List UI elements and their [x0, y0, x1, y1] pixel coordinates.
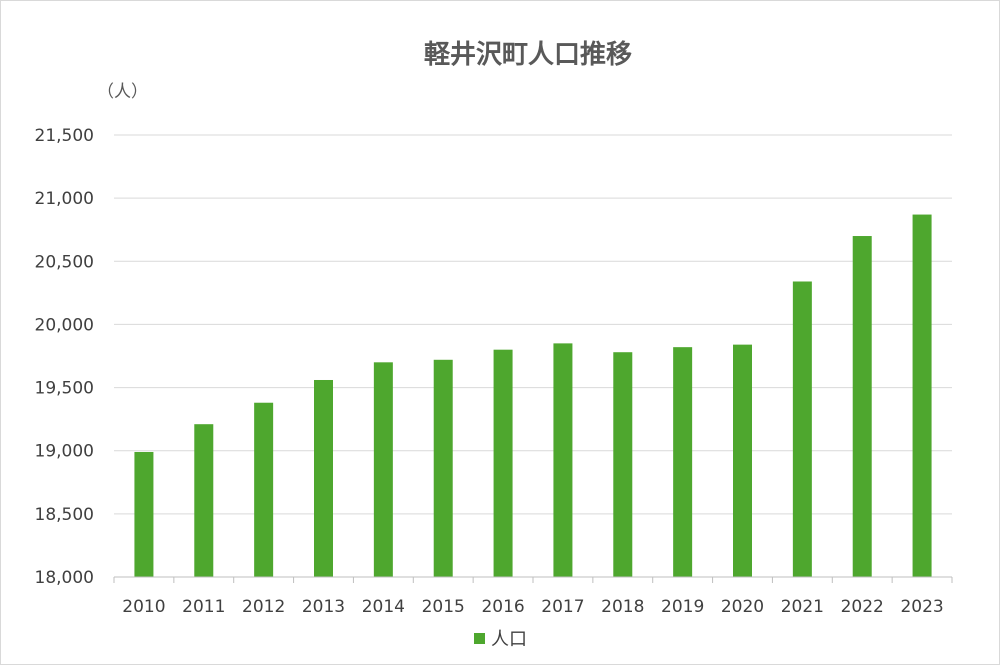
axes — [113, 576, 953, 583]
x-tick-label: 2012 — [242, 597, 285, 617]
bar-2023 — [912, 214, 932, 577]
x-tick-label: 2023 — [900, 597, 943, 617]
y-tick-label: 21,000 — [35, 189, 94, 209]
bars — [134, 214, 932, 577]
x-tick-label: 2015 — [422, 597, 465, 617]
x-axis-ticks: 2010 2011 2012 2013 2014 2015 2016 2017 2018 2019… — [122, 597, 943, 617]
y-tick-label: 18,000 — [35, 568, 94, 588]
x-tick-label: 2010 — [122, 597, 165, 617]
bar-2010 — [134, 451, 154, 577]
x-tick-label: 2014 — [362, 597, 405, 617]
x-tick-label: 2013 — [302, 597, 345, 617]
x-tick-label: 2018 — [601, 597, 644, 617]
bar-2018 — [613, 352, 633, 577]
bar-2021 — [792, 281, 812, 577]
legend-label: 人口 — [491, 629, 527, 650]
x-tick-label: 2019 — [661, 597, 704, 617]
y-tick-label: 18,500 — [35, 505, 94, 525]
y-tick-label: 19,000 — [35, 442, 94, 462]
y-axis-ticks: 18,000 18,500 19,000 19,500 20,000 20,500 21,0… — [35, 126, 94, 588]
x-tick-label: 2021 — [781, 597, 824, 617]
bar-2019 — [673, 347, 693, 577]
chart-title: 軽井沢町人口推移 — [424, 39, 632, 70]
x-tick-label: 2020 — [721, 597, 764, 617]
bar-2017 — [553, 343, 573, 577]
y-tick-label: 20,500 — [35, 252, 94, 272]
bar-2020 — [733, 344, 752, 577]
y-tick-label: 21,500 — [35, 126, 94, 146]
bar-2016 — [493, 349, 513, 577]
x-tick-label: 2017 — [541, 597, 584, 617]
y-tick-label: 20,000 — [35, 315, 94, 335]
legend-swatch — [474, 633, 485, 644]
x-tick-label: 2016 — [481, 597, 524, 617]
y-tick-label: 19,500 — [35, 379, 94, 399]
x-tick-label: 2011 — [182, 597, 225, 617]
bar-2014 — [373, 362, 393, 577]
x-tick-label: 2022 — [841, 597, 884, 617]
legend: 人口 — [474, 629, 527, 650]
bar-2015 — [433, 359, 453, 577]
bar-2011 — [194, 424, 214, 577]
bar-2013 — [314, 379, 333, 577]
bar-2012 — [254, 402, 274, 577]
bar-2022 — [852, 236, 872, 577]
gridlines — [114, 134, 952, 515]
y-axis-unit-label: （人） — [97, 82, 148, 102]
